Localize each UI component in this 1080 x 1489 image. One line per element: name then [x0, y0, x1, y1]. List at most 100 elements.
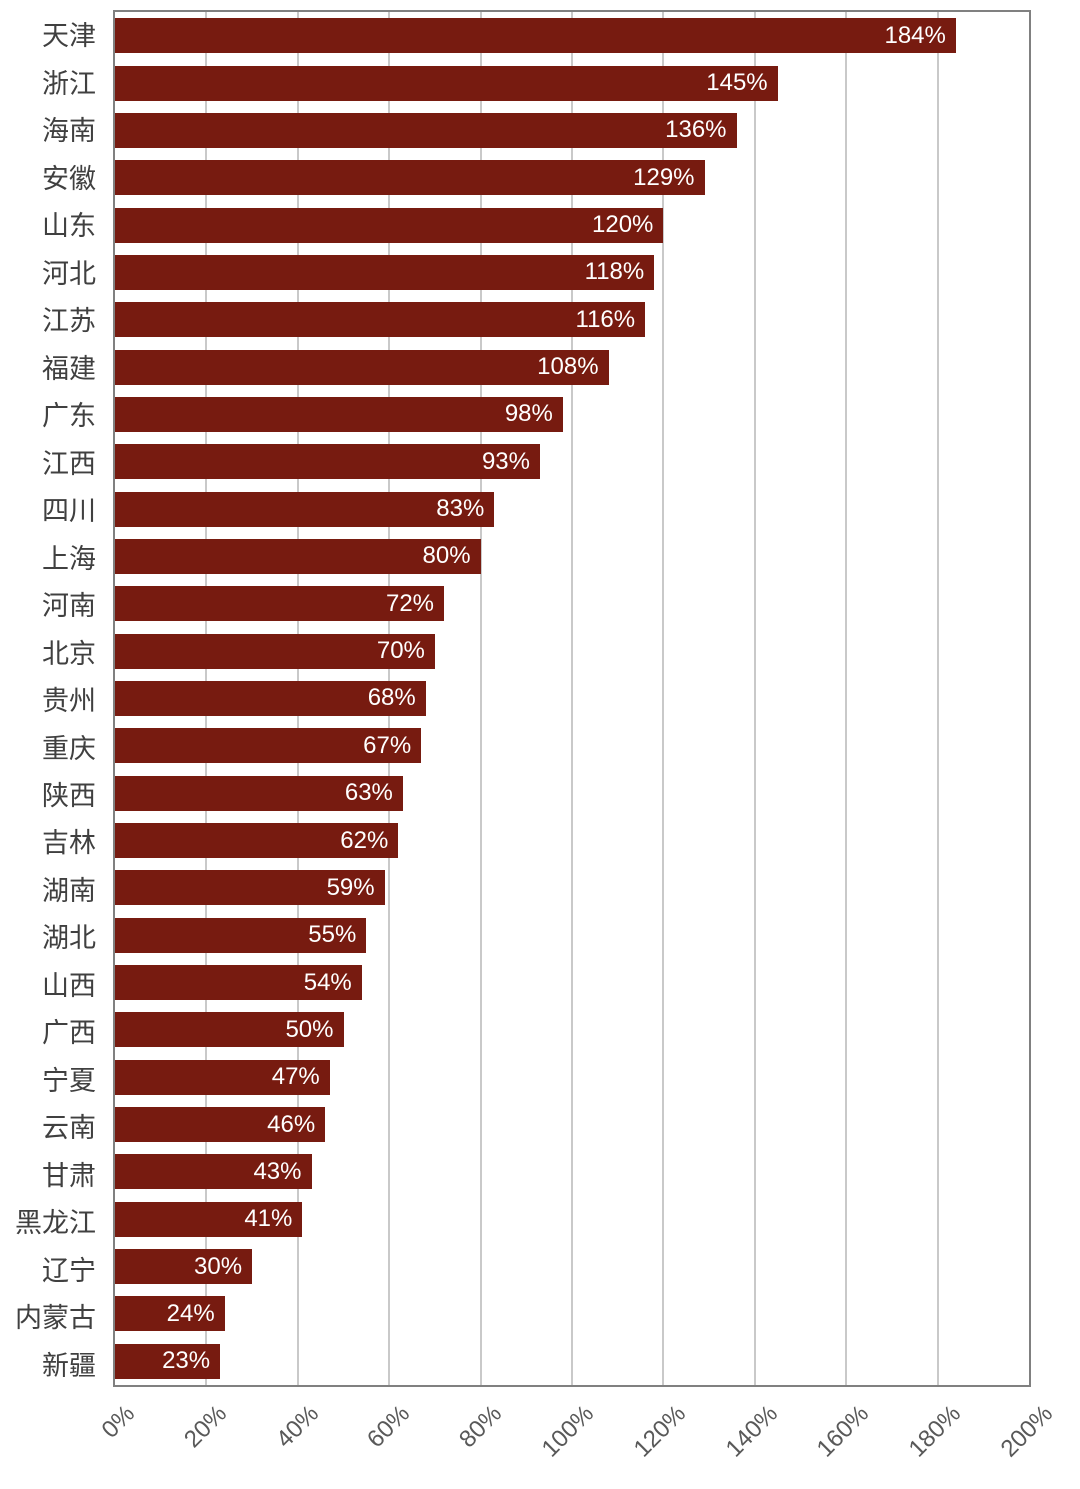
- bar: 116%: [115, 302, 646, 338]
- value-label: 43%: [253, 1157, 302, 1185]
- bar: 93%: [115, 444, 540, 480]
- bar: 55%: [115, 917, 367, 953]
- bar-row: 68%: [115, 675, 1029, 722]
- value-label: 55%: [308, 921, 357, 949]
- x-tick-label: 140%: [720, 1400, 783, 1463]
- category-label: 河南: [42, 591, 96, 622]
- x-tick-label: 80%: [454, 1400, 508, 1454]
- bar: 68%: [115, 680, 426, 716]
- value-label: 59%: [326, 873, 375, 901]
- value-label: 46%: [267, 1110, 316, 1138]
- bar-row: 46%: [115, 1101, 1029, 1148]
- value-label: 184%: [884, 21, 946, 49]
- bar: 46%: [115, 1107, 326, 1143]
- value-label: 24%: [166, 1299, 215, 1327]
- category-label: 湖南: [42, 875, 96, 906]
- bar: 41%: [115, 1201, 303, 1237]
- category-label: 广东: [42, 401, 96, 432]
- bar: 83%: [115, 491, 495, 527]
- bar: 72%: [115, 586, 445, 622]
- value-label: 41%: [244, 1205, 293, 1233]
- x-tick-label: 120%: [628, 1400, 691, 1463]
- value-label: 54%: [303, 968, 352, 996]
- x-tick-label: 100%: [536, 1400, 600, 1463]
- bar-row: 120%: [115, 201, 1029, 248]
- bar: 47%: [115, 1059, 330, 1095]
- value-label: 50%: [285, 1015, 334, 1043]
- gridline: [571, 12, 573, 1385]
- value-label: 116%: [575, 305, 636, 333]
- x-tick-label: 180%: [903, 1400, 967, 1463]
- bar-row: 93%: [115, 438, 1029, 485]
- category-label: 内蒙古: [15, 1303, 96, 1334]
- value-label: 93%: [481, 447, 530, 475]
- bar-row: 54%: [115, 959, 1029, 1006]
- value-label: 118%: [584, 258, 645, 286]
- x-tick-label: 40%: [270, 1400, 324, 1454]
- category-label: 广西: [42, 1018, 96, 1049]
- bar: 120%: [115, 207, 664, 243]
- value-label: 136%: [665, 116, 727, 144]
- bar-row: 62%: [115, 817, 1029, 864]
- bar: 129%: [115, 160, 705, 196]
- category-label: 海南: [42, 116, 96, 147]
- category-label: 甘肃: [42, 1160, 96, 1191]
- bar: 23%: [115, 1343, 221, 1379]
- bar: 70%: [115, 633, 435, 669]
- category-label: 北京: [42, 638, 96, 669]
- bar-row: 50%: [115, 1006, 1029, 1053]
- value-label: 30%: [194, 1252, 243, 1280]
- bar-row: 98%: [115, 391, 1029, 438]
- bar: 184%: [115, 18, 956, 54]
- bar-row: 72%: [115, 580, 1029, 627]
- bar: 62%: [115, 823, 399, 859]
- bar: 108%: [115, 349, 609, 385]
- category-label: 黑龙江: [15, 1208, 96, 1239]
- bar-row: 24%: [115, 1290, 1029, 1337]
- bars-container: 184% 145% 136% 129% 120% 118% 116% 108% 98% 93% 83…: [115, 12, 1029, 1385]
- gridline: [845, 12, 848, 1385]
- category-label: 江苏: [42, 306, 96, 337]
- gridline: [479, 12, 482, 1385]
- value-label: 70%: [376, 637, 425, 665]
- bar: 63%: [115, 775, 403, 811]
- gridline: [753, 12, 756, 1385]
- bar: 136%: [115, 112, 737, 148]
- bar-row: 47%: [115, 1054, 1029, 1101]
- bar: 118%: [115, 254, 655, 290]
- category-label: 天津: [42, 21, 96, 52]
- category-label: 福建: [42, 353, 96, 384]
- bar: 80%: [115, 538, 481, 574]
- bar-row: 41%: [115, 1196, 1029, 1243]
- category-label: 陕西: [42, 780, 96, 811]
- bar-row: 55%: [115, 912, 1029, 959]
- category-label: 河北: [42, 258, 96, 289]
- value-label: 108%: [537, 353, 599, 381]
- value-label: 120%: [592, 211, 654, 239]
- category-label: 湖北: [42, 923, 96, 954]
- category-label: 吉林: [42, 828, 96, 859]
- bar-row: 108%: [115, 343, 1029, 390]
- x-tick-label: 160%: [811, 1400, 875, 1463]
- x-tick-label: 0%: [96, 1400, 141, 1444]
- bar: 145%: [115, 65, 778, 101]
- value-label: 83%: [436, 495, 485, 523]
- category-label: 云南: [42, 1113, 96, 1144]
- value-label: 129%: [633, 163, 695, 191]
- gridline: [662, 12, 665, 1385]
- value-label: 47%: [271, 1063, 320, 1091]
- bar: 30%: [115, 1249, 253, 1285]
- bar-row: 83%: [115, 485, 1029, 532]
- value-label: 68%: [367, 684, 416, 712]
- category-label: 安徽: [42, 163, 96, 194]
- bar: 98%: [115, 396, 563, 432]
- category-label: 上海: [42, 543, 96, 574]
- x-tick-label: 200%: [995, 1400, 1059, 1463]
- bar-row: 118%: [115, 249, 1029, 296]
- bar: 50%: [115, 1012, 344, 1048]
- bar-row: 145%: [115, 59, 1029, 106]
- plot-area: 184% 145% 136% 129% 120% 118% 116% 108% 98% 93% 83…: [113, 10, 1031, 1387]
- bar-row: 136%: [115, 107, 1029, 154]
- category-label: 四川: [42, 496, 96, 527]
